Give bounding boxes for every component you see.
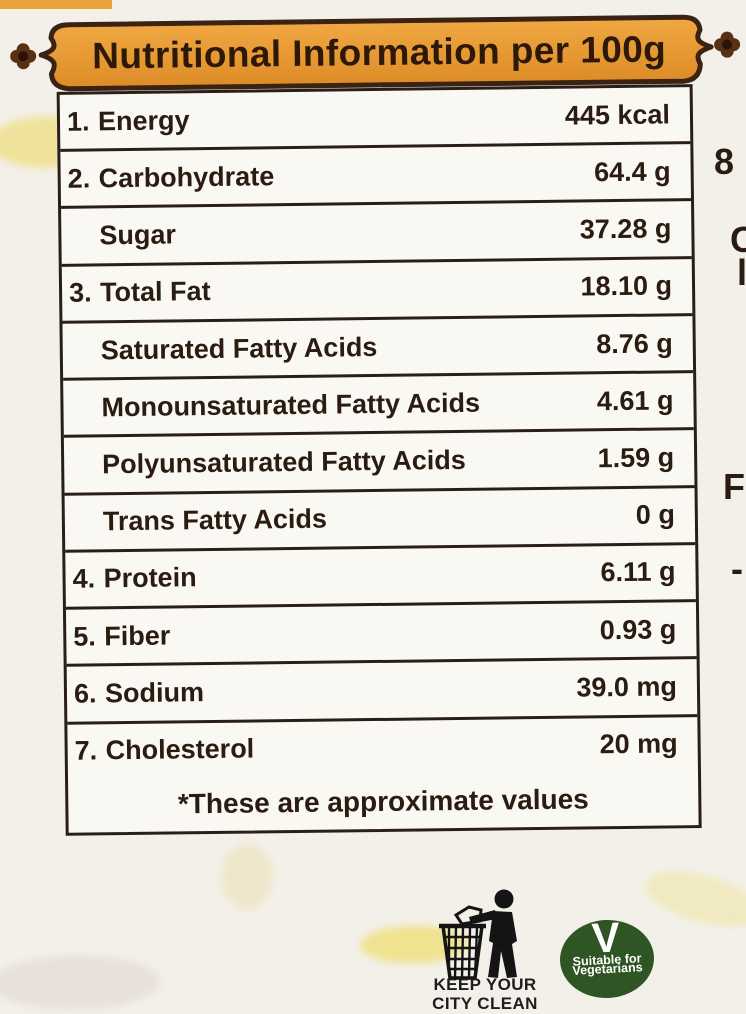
tidyman-caption-line1: KEEP YOUR <box>420 975 550 995</box>
edge-text-fragment: F <box>723 466 745 508</box>
table-footnote: *These are approximate values <box>68 771 699 833</box>
vegetarian-text-line2: Vegetarians <box>572 961 643 978</box>
row-number: 3. <box>62 278 100 309</box>
row-label: Protein <box>103 563 196 595</box>
table-row: Saturated Fatty Acids 8.76 g <box>62 316 693 381</box>
row-value: 18.10 g <box>580 270 692 302</box>
row-label: Fiber <box>104 620 170 652</box>
row-value: 20 mg <box>599 728 697 760</box>
row-label: Polyunsaturated Fatty Acids <box>102 445 466 480</box>
row-value: 1.59 g <box>597 442 694 474</box>
edge-text-fragment: 8 <box>714 141 734 183</box>
page-title: Nutritional Information per 100g <box>61 20 698 86</box>
table-row: Monounsaturated Fatty Acids 4.61 g <box>63 373 694 438</box>
row-label: Energy <box>98 105 190 137</box>
row-label: Total Fat <box>100 276 211 308</box>
row-value: 37.28 g <box>580 213 692 245</box>
table-row: 6. Sodium 39.0 mg <box>67 659 698 724</box>
tidyman-caption-line2: CITY CLEAN <box>420 994 550 1014</box>
row-value: 6.11 g <box>600 557 695 589</box>
row-label: Monounsaturated Fatty Acids <box>101 387 480 423</box>
row-label: Trans Fatty Acids <box>103 504 327 538</box>
row-number: 5. <box>66 621 104 652</box>
row-value: 0.93 g <box>600 614 697 646</box>
table-row: Sugar 37.28 g <box>61 202 692 267</box>
row-label: Sodium <box>105 677 204 709</box>
row-number: 1. <box>60 106 98 137</box>
table-row: 5. Fiber 0.93 g <box>66 602 697 667</box>
table-row: 1. Energy 445 kcal <box>60 87 691 152</box>
yellow-stain <box>221 843 274 910</box>
footnote-text: *These are approximate values <box>178 783 589 820</box>
row-number: 7. <box>68 736 106 767</box>
row-value: 4.61 g <box>597 385 694 417</box>
edge-text-fragment: l <box>737 252 746 294</box>
row-number: 4. <box>65 564 103 595</box>
row-value: 0 g <box>636 499 695 531</box>
table-row: 3. Total Fat 18.10 g <box>62 259 693 324</box>
edge-text-fragment: - <box>731 548 743 590</box>
quatrefoil-ornament-right <box>714 32 740 58</box>
row-value: 445 kcal <box>565 99 690 132</box>
table-row: 4. Protein 6.11 g <box>65 545 696 610</box>
row-label: Cholesterol <box>105 734 254 767</box>
yellow-stain <box>640 861 746 937</box>
row-label: Carbohydrate <box>99 161 275 194</box>
row-label: Saturated Fatty Acids <box>101 332 378 366</box>
row-number: 6. <box>67 678 105 709</box>
row-value: 8.76 g <box>596 328 693 360</box>
table-row: Polyunsaturated Fatty Acids 1.59 g <box>64 431 695 496</box>
quatrefoil-ornament-left <box>10 43 36 69</box>
gray-smudge <box>0 955 161 1011</box>
row-number: 2. <box>61 163 99 194</box>
row-value: 64.4 g <box>594 156 691 188</box>
table-row: 2. Carbohydrate 64.4 g <box>60 144 691 209</box>
row-label: Sugar <box>99 219 176 251</box>
row-value: 39.0 mg <box>576 671 697 703</box>
nutrition-table: 1. Energy 445 kcal 2. Carbohydrate 64.4 … <box>57 84 702 836</box>
tidyman-icon <box>430 888 534 980</box>
table-row: 7. Cholesterol 20 mg <box>67 717 698 779</box>
table-row: Trans Fatty Acids 0 g <box>65 488 696 553</box>
